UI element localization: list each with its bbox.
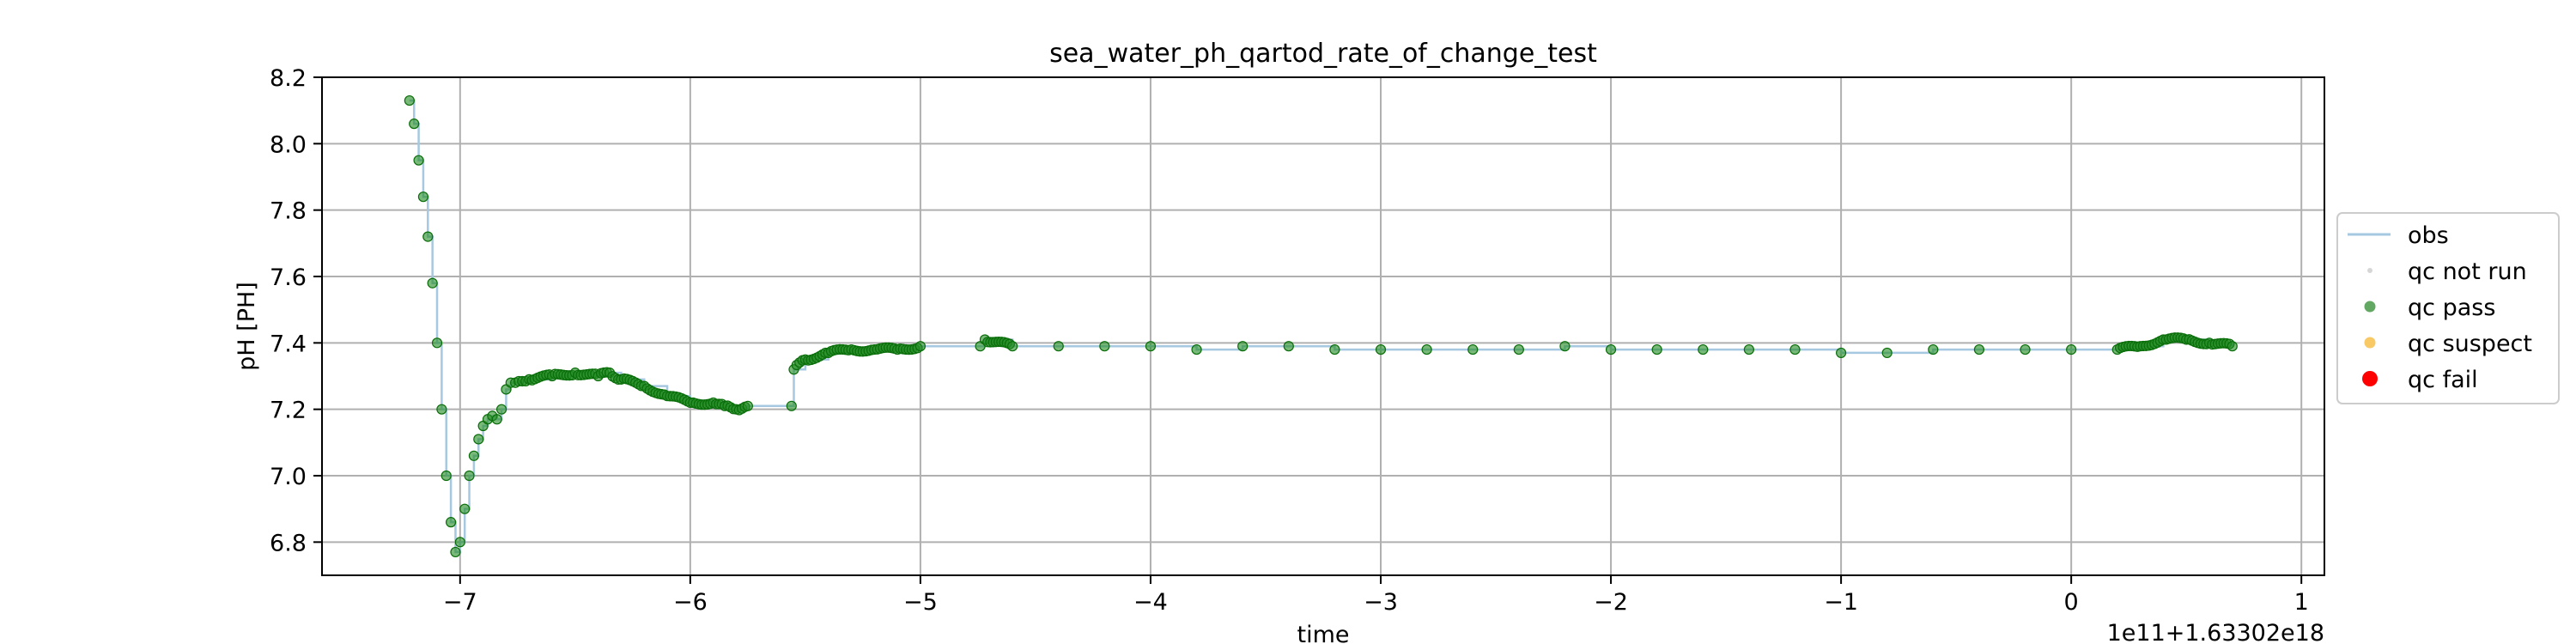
qc-pass-point [473, 434, 484, 445]
qc-pass-point [427, 277, 438, 289]
qc-pass-point [1375, 343, 1387, 355]
x-tick-label: −3 [1364, 589, 1398, 616]
qc-pass-point [491, 414, 502, 425]
qc-pass-point [1605, 343, 1617, 355]
legend-box [2336, 212, 2560, 404]
qc-pass-point [1789, 343, 1801, 355]
qc-pass-point [2020, 343, 2031, 355]
qc-pass-point [1743, 343, 1754, 355]
x-tick-label: −2 [1594, 589, 1628, 616]
legend-label: qc fail [2408, 367, 2478, 393]
qc-pass-point [1928, 343, 1939, 355]
qc-pass-point [1145, 341, 1157, 352]
x-tick-label: 1 [2294, 589, 2309, 616]
qc-pass-point [1698, 343, 1709, 355]
qc-pass-point [1973, 343, 1985, 355]
x-tick-label: −4 [1133, 589, 1168, 616]
qc-pass-point [1237, 341, 1249, 352]
legend-marker [2364, 337, 2376, 349]
x-tick-label: −7 [443, 589, 477, 616]
qc-pass-point [1191, 343, 1202, 355]
qc-pass-point [450, 546, 461, 558]
y-tick-label: 7.4 [270, 331, 307, 357]
qc-pass-points [404, 94, 2238, 558]
qc-pass-point [495, 404, 507, 415]
x-tick-label: −5 [903, 589, 938, 616]
y-tick-label: 8.0 [270, 131, 307, 158]
qc-pass-point [1099, 341, 1110, 352]
x-tick-label: −1 [1824, 589, 1858, 616]
legend-label: obs [2408, 222, 2449, 249]
qc-pass-point [1283, 341, 1294, 352]
qc-pass-point [1651, 343, 1662, 355]
qc-pass-point [1513, 343, 1524, 355]
qc-pass-point [742, 400, 753, 411]
y-tick-label: 7.6 [270, 264, 307, 291]
qc-pass-point [1467, 343, 1479, 355]
qc-pass-point [413, 155, 424, 166]
chart-title: sea_water_ph_qartod_rate_of_change_test [1049, 39, 1597, 69]
y-axis-label: pH [PH] [234, 282, 260, 371]
axis-ticks: −7 −6 −5 −4 −3 −2 −1 0 1 6.8 7.0 7.2 7.4 7.6 7.8 8.0 8.2 [270, 65, 2309, 616]
qc-pass-point [468, 450, 480, 461]
qc-pass-point [404, 94, 415, 106]
qc-pass-point [1421, 343, 1432, 355]
qc-pass-point [1053, 341, 1064, 352]
qc-pass-point [1007, 341, 1018, 352]
qc-pass-point [422, 231, 434, 242]
legend-marker [2367, 268, 2372, 273]
qc-pass-point [786, 400, 797, 411]
y-tick-label: 6.8 [270, 530, 307, 556]
legend-label: qc pass [2408, 295, 2495, 321]
x-tick-label: 0 [2064, 589, 2079, 616]
qc-pass-point [440, 470, 452, 482]
qc-pass-point [1881, 347, 1893, 359]
x-tick-label: −6 [673, 589, 708, 616]
y-tick-label: 7.8 [270, 198, 307, 225]
y-tick-label: 8.2 [270, 65, 307, 92]
qc-pass-point [1329, 343, 1340, 355]
qc-pass-point [454, 537, 465, 548]
qc-pass-point [1836, 347, 1847, 359]
qc-pass-point [446, 517, 457, 528]
qc-pass-point [436, 404, 447, 415]
qc-pass-point [914, 341, 927, 352]
qc-pass-point [431, 337, 443, 349]
qc-pass-point [2227, 341, 2238, 352]
legend-label: qc suspect [2408, 331, 2532, 357]
legend-label: qc not run [2408, 258, 2527, 285]
y-tick-label: 7.2 [270, 398, 307, 424]
x-offset-text: 1e11+1.63302e18 [2107, 620, 2324, 644]
x-axis-label: time [1297, 622, 1349, 644]
qc-pass-point [1559, 341, 1571, 352]
legend: obs qc not run qc pass qc suspect qc fail [2336, 212, 2560, 404]
legend-marker [2362, 371, 2378, 386]
qc-pass-point [464, 470, 475, 482]
qc-pass-point [459, 503, 471, 514]
qc-pass-point [2066, 343, 2077, 355]
qc-pass-point [417, 191, 429, 203]
qc-pass-point [409, 118, 420, 130]
plot-frame [321, 76, 2325, 576]
y-tick-label: 7.0 [270, 464, 307, 490]
legend-marker [2364, 301, 2376, 313]
